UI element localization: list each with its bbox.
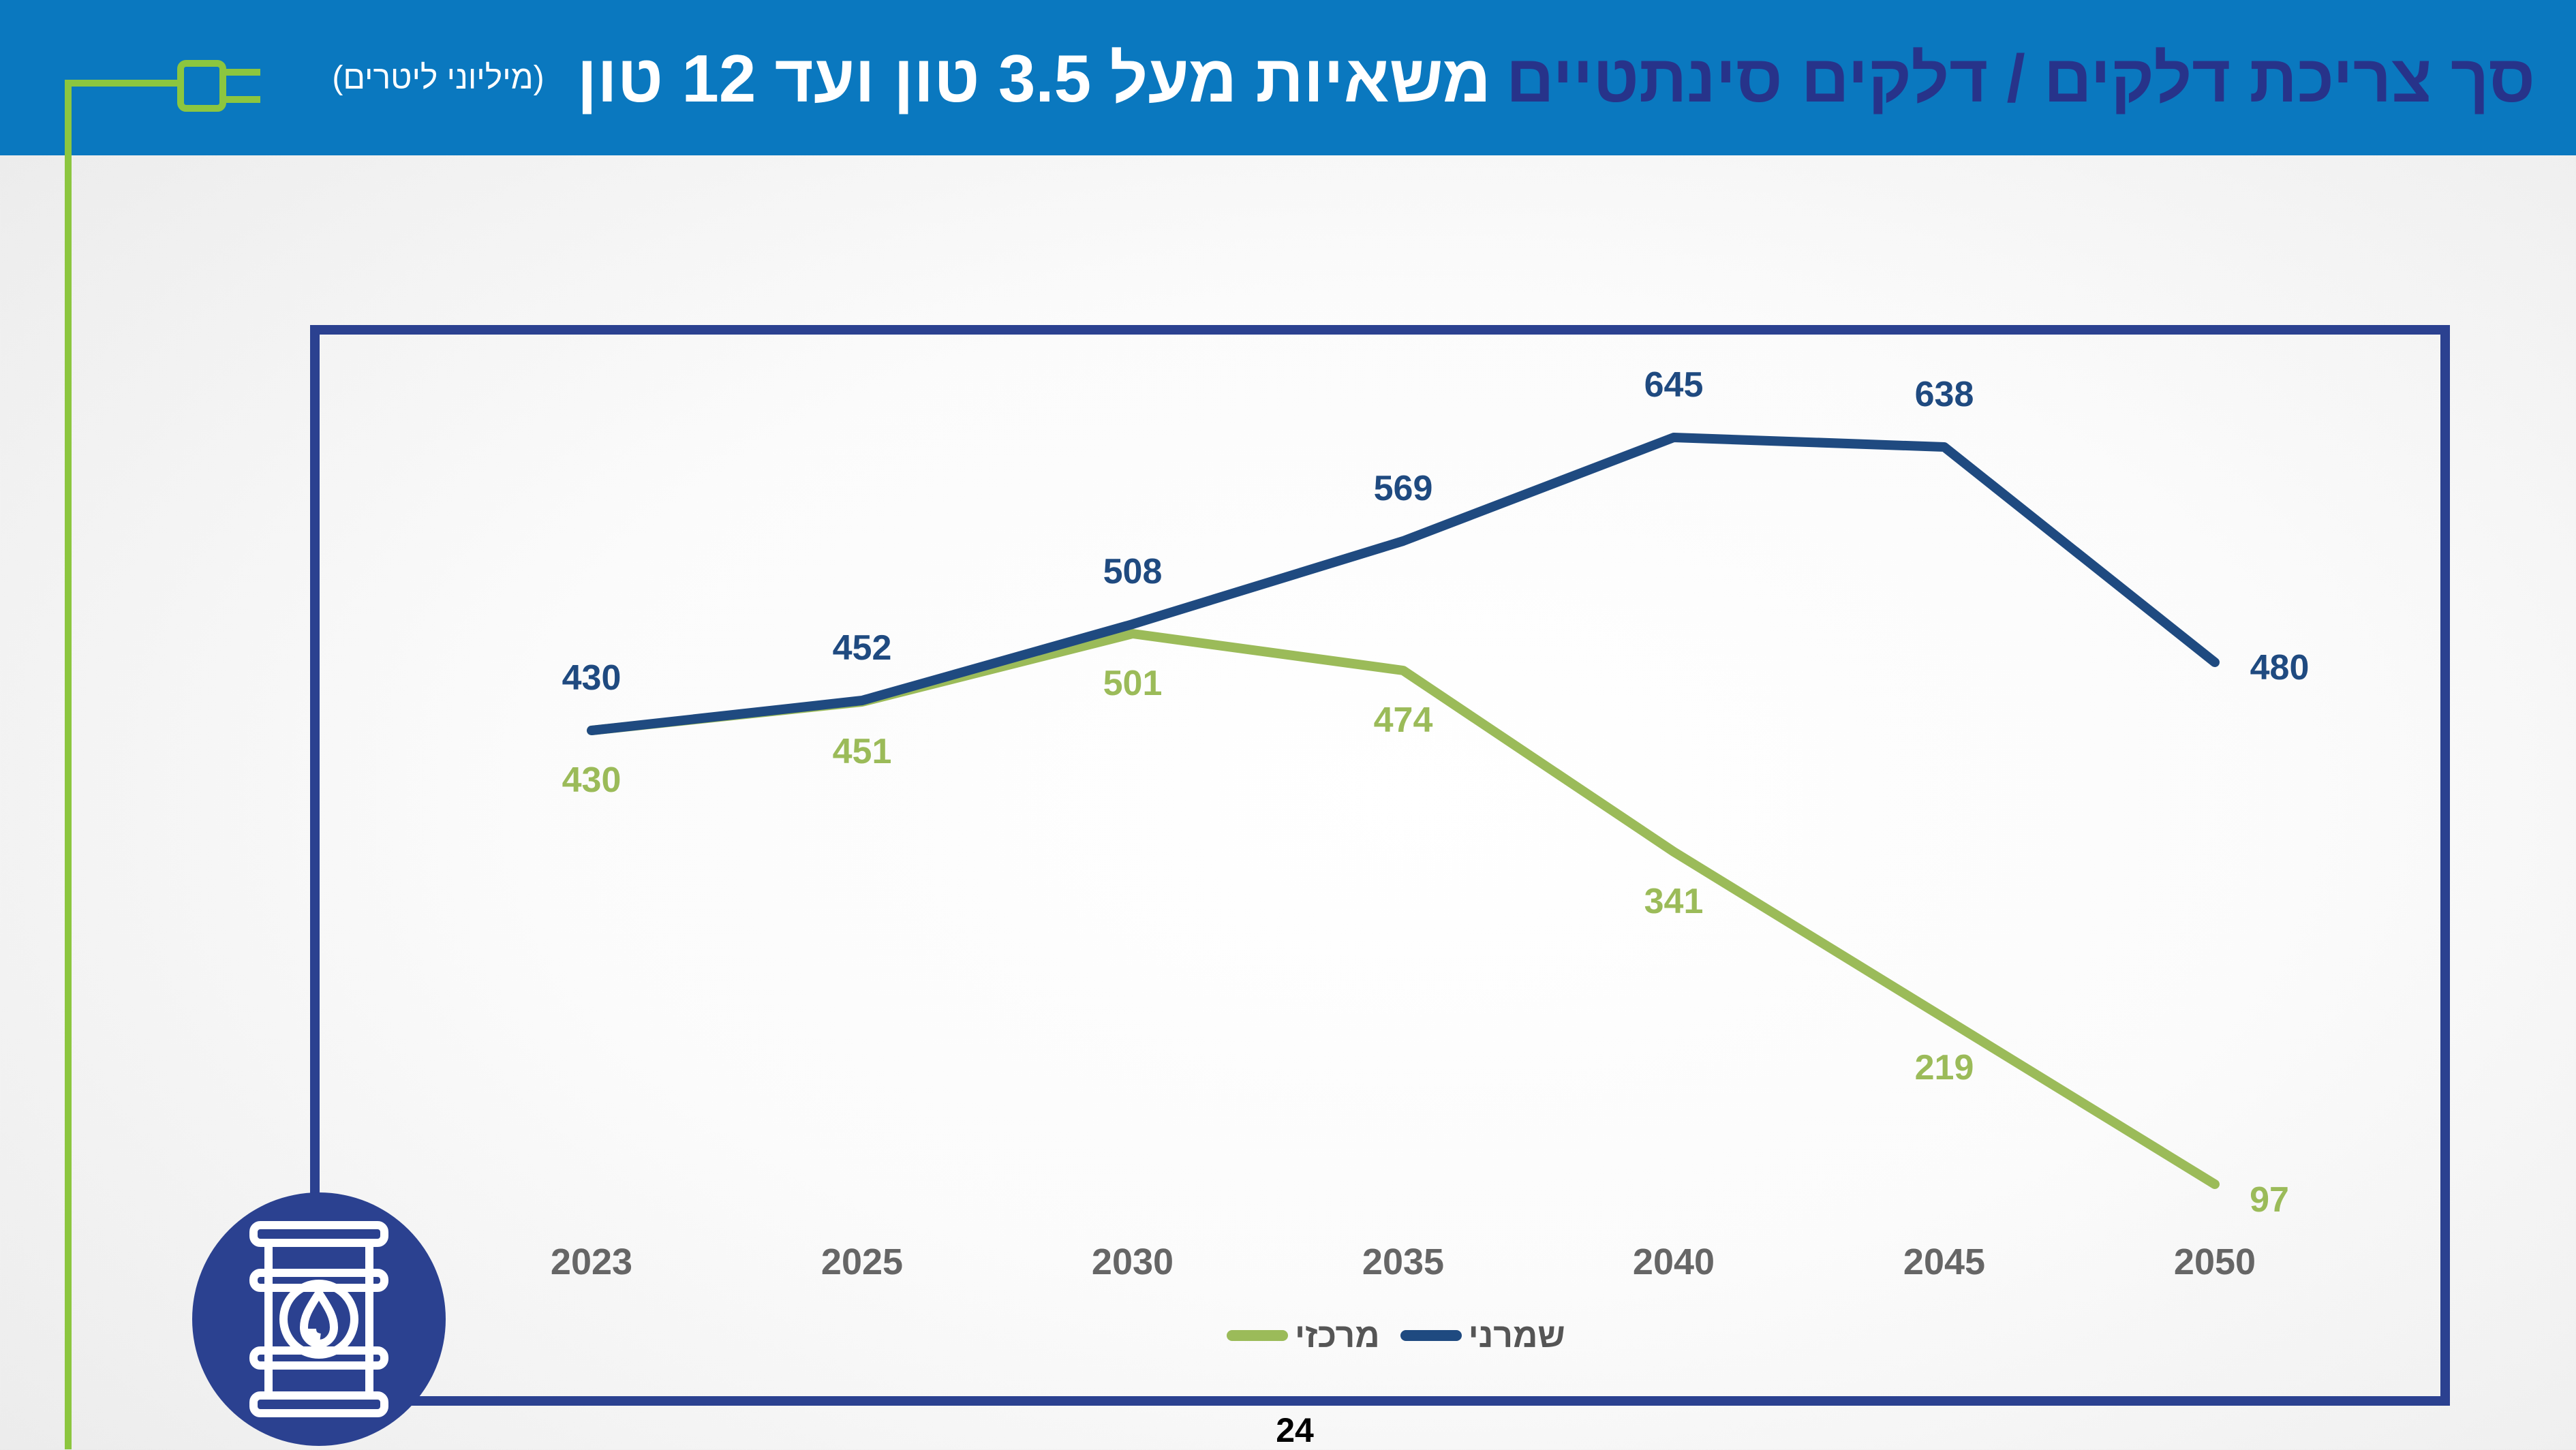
data-label-conservative-2030: 508 [1103, 552, 1163, 591]
data-label-central-2030: 501 [1103, 664, 1163, 703]
data-label-conservative-2045: 638 [1915, 375, 1974, 414]
legend-conservative-swatch [1400, 1330, 1462, 1341]
series-line-conservative [587, 433, 2220, 735]
x-tick-label-2023: 2023 [551, 1241, 632, 1282]
x-tick-label-2050: 2050 [2174, 1241, 2256, 1282]
title-units: (מיליוני ליטרים) [332, 60, 545, 96]
data-label-conservative-2023: 430 [562, 658, 622, 698]
page-number: 24 [1276, 1411, 1314, 1449]
data-label-central-2035: 474 [1374, 700, 1433, 740]
chart-frame [310, 325, 2450, 1406]
legend-central-swatch [1227, 1330, 1288, 1341]
data-label-central-2040: 341 [1644, 882, 1704, 921]
legend-conservative: שמרני [1400, 1316, 1565, 1355]
header-bar [0, 0, 2576, 155]
page-title: סך צריכת דלקים / דלקים סינתטיים משאיות מ… [332, 31, 2535, 126]
data-label-central-2050: 97 [2250, 1180, 2289, 1220]
legend-central-label: מרכזי [1295, 1316, 1380, 1355]
oil-barrel-badge [192, 1192, 446, 1446]
x-tick-label-2040: 2040 [1633, 1241, 1715, 1282]
legend-central: מרכזי [1227, 1316, 1380, 1355]
chart-legend: שמרני מרכזי [1227, 1312, 1565, 1359]
x-tick-label-2030: 2030 [1092, 1241, 1174, 1282]
x-tick-label-2025: 2025 [821, 1241, 903, 1282]
title-vehicle: משאיות מעל 3.5 טון ועד 12 טון [577, 41, 1491, 116]
data-label-conservative-2025: 452 [833, 628, 892, 668]
data-label-conservative-2040: 645 [1644, 365, 1704, 405]
x-tick-label-2035: 2035 [1362, 1241, 1444, 1282]
x-tick-label-2045: 2045 [1903, 1241, 1985, 1282]
data-label-conservative-2035: 569 [1374, 469, 1433, 508]
oil-barrel-icon [249, 1221, 388, 1417]
data-label-conservative-2050: 480 [2250, 648, 2310, 688]
data-label-central-2045: 219 [1915, 1048, 1974, 1088]
legend-conservative-label: שמרני [1468, 1316, 1565, 1355]
plug-icon [65, 60, 260, 1449]
data-label-central-2023: 430 [562, 760, 622, 800]
title-main: סך צריכת דלקים / דלקים סינתטיים [1505, 41, 2535, 116]
data-label-central-2025: 451 [833, 732, 892, 771]
